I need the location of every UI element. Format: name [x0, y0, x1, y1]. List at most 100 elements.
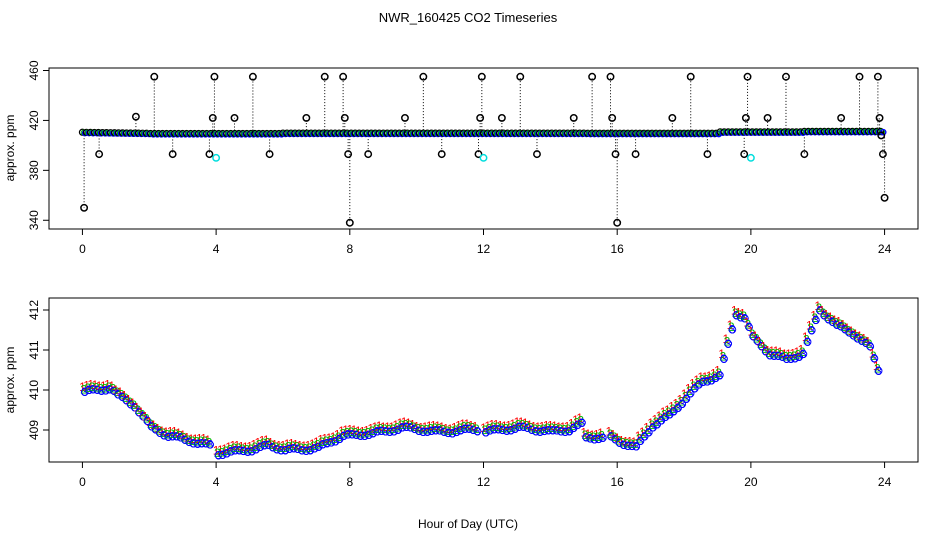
series-3-point: 3: [871, 351, 878, 365]
series-2-point: 2: [231, 441, 238, 455]
series-2-point: 2: [155, 424, 162, 438]
series-3-point: 3: [140, 410, 147, 424]
series-1-point: 1: [138, 405, 145, 419]
series-2-point: 2: [527, 420, 534, 434]
series-3-point: 3: [274, 442, 281, 456]
series-1-point: 1: [284, 437, 291, 451]
series-3-point: 3: [863, 336, 870, 350]
series-1-point: 1: [727, 318, 734, 332]
series-2-point: 2: [674, 399, 681, 413]
series-3-ring: [293, 445, 302, 454]
series-3-point: 3: [537, 425, 544, 439]
series-3-point: 3: [520, 420, 527, 434]
series-3-ring: [222, 449, 231, 458]
series-3-point: 3: [875, 364, 882, 378]
series-1-point: 1: [175, 426, 182, 440]
series-3-point: 3: [629, 439, 636, 453]
series-2-point: 2: [440, 422, 447, 436]
series-2-point: 2: [293, 440, 300, 454]
series-2-point: 2: [753, 332, 760, 346]
series-3-point: 3: [148, 420, 155, 434]
series-3-point: 3: [161, 429, 168, 443]
series-1-point: 1: [647, 416, 654, 430]
series-3-ring: [552, 426, 561, 435]
series-2-point: 2: [323, 434, 330, 448]
series-1-point: 1: [626, 434, 633, 448]
series-3-ring: [786, 355, 795, 363]
series-1-point: 1: [426, 419, 433, 433]
series-3-point: 3: [269, 440, 276, 454]
series-3-ring: [114, 390, 123, 399]
series-3-point: 3: [482, 426, 489, 440]
series-2-point: 2: [419, 423, 426, 437]
series-3-ring: [590, 435, 599, 444]
series-3-ring: [185, 438, 194, 447]
series-3-point: 3: [474, 424, 481, 438]
series-3-point: 3: [253, 442, 260, 456]
series-3-point: 3: [119, 390, 126, 404]
spike-marker: [95, 150, 104, 159]
series-3-point: 3: [750, 329, 757, 343]
series-2-point: 2: [582, 428, 589, 442]
series-2-point: 2: [406, 418, 413, 432]
series-1-point: 1: [718, 347, 725, 361]
series-3-ring: [80, 388, 89, 396]
series-3-ring: [515, 423, 524, 431]
top-x-tick-label: 24: [878, 242, 892, 256]
series-3-ring: [310, 444, 319, 453]
series-2-point: 2: [728, 320, 735, 334]
series-3-ring: [461, 425, 469, 433]
series-3-point: 3: [152, 423, 159, 437]
series-3-ring: [799, 350, 808, 359]
series-3-ring: [197, 439, 206, 448]
series-3-point: 3: [491, 422, 498, 436]
series-1-point: 1: [380, 420, 387, 434]
series-2-point: 2: [490, 420, 497, 434]
series-3-point: 3: [691, 381, 698, 395]
series-3-ring: [582, 433, 591, 442]
series-1-point: 1: [438, 420, 445, 434]
series-3-point: 3: [687, 386, 694, 400]
series-1-point: 1: [760, 340, 767, 354]
series-1-point: 1: [259, 434, 266, 448]
series-1-point: 1: [229, 439, 236, 453]
series-3-ring: [653, 420, 662, 429]
series-1-point: 1: [242, 440, 249, 454]
series-3-ring: [644, 428, 653, 437]
series-2-point: 2: [381, 422, 388, 436]
series-1-point: 1: [610, 428, 617, 442]
series-2-point: 2: [845, 323, 852, 337]
series-3-point: 3: [173, 429, 180, 443]
series-3-point: 3: [403, 420, 410, 434]
series-2-point: 2: [836, 317, 843, 331]
bottom-x-tick-label: 20: [744, 475, 758, 489]
series-1-point: 1: [656, 409, 663, 423]
series-3-point: 3: [758, 339, 765, 353]
series-2-point: 2: [277, 441, 284, 455]
series-3-point: 3: [762, 344, 769, 358]
spike-marker: [208, 113, 217, 122]
series-3-point: 3: [324, 436, 331, 450]
series-3-point: 3: [808, 323, 815, 337]
top-x-tick-label: 12: [477, 242, 491, 256]
series-2-point: 2: [109, 381, 116, 395]
series-3-ring: [415, 427, 423, 435]
series-3-ring: [732, 311, 741, 320]
series-3-ring: [699, 378, 707, 386]
series-1-point: 1: [108, 379, 115, 393]
series-1-point: 1: [848, 324, 855, 338]
series-3-point: 3: [499, 423, 506, 437]
series-2-point: 2: [644, 423, 651, 437]
series-2-point: 2: [206, 435, 213, 449]
series-1-point: 1: [463, 417, 470, 431]
series-3-ring: [857, 336, 866, 345]
series-1-point: 1: [835, 315, 842, 329]
spike-marker: [302, 113, 311, 122]
series-3-point: 3: [361, 429, 368, 443]
series-1-point: 1: [217, 443, 224, 457]
series-2-point: 2: [523, 419, 530, 433]
series-1-point: 1: [434, 419, 441, 433]
series-1-point: 1: [125, 393, 132, 407]
spike-marker: [533, 150, 541, 159]
series-2-point: 2: [623, 437, 630, 451]
